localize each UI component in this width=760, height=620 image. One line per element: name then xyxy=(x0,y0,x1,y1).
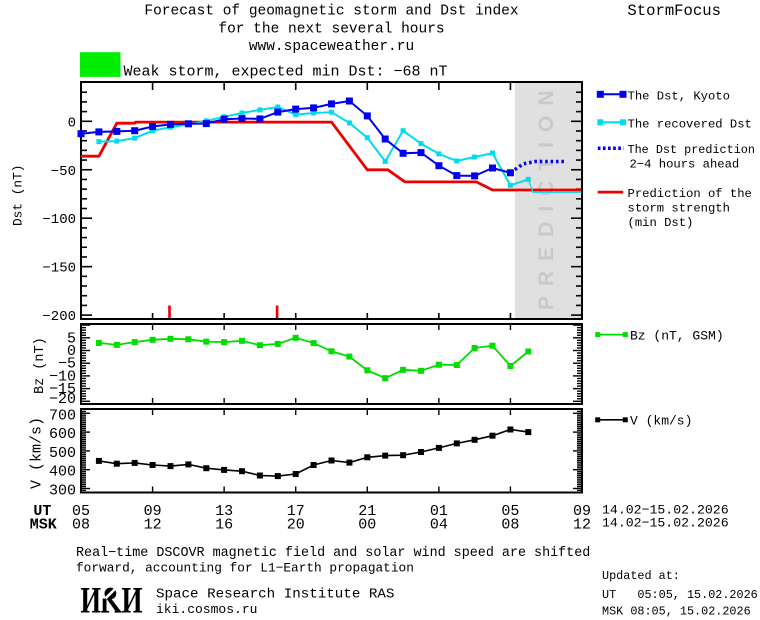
svg-text:14.02−15.02.2026: 14.02−15.02.2026 xyxy=(602,516,729,531)
svg-text:Bz (nT): Bz (nT) xyxy=(33,337,48,394)
svg-text:И: И xyxy=(122,580,143,620)
svg-text:−150: −150 xyxy=(42,261,76,277)
svg-text:600: 600 xyxy=(49,426,76,443)
svg-text:500: 500 xyxy=(49,445,76,462)
svg-text:Updated at:: Updated at: xyxy=(602,569,680,583)
svg-text:UT 05:05, 15.02.2026: UT 05:05, 15.02.2026 xyxy=(602,588,758,602)
svg-text:12: 12 xyxy=(573,517,591,534)
svg-text:И: И xyxy=(81,580,102,620)
svg-text:−50: −50 xyxy=(51,164,76,180)
svg-text:16: 16 xyxy=(215,517,233,534)
svg-text:MSK: MSK xyxy=(30,517,57,534)
svg-text:12: 12 xyxy=(144,517,162,534)
svg-text:Dst (nT): Dst (nT) xyxy=(11,165,26,226)
svg-text:(min Dst): (min Dst) xyxy=(628,216,694,230)
svg-text:13: 13 xyxy=(215,503,233,520)
svg-text:−100: −100 xyxy=(42,212,76,228)
svg-text:Weak storm, expected min Dst:: Weak storm, expected min Dst: −68 nT xyxy=(124,64,448,81)
svg-text:700: 700 xyxy=(49,407,76,424)
svg-text:5: 5 xyxy=(67,330,76,347)
svg-text:storm strength: storm strength xyxy=(628,202,730,216)
svg-text:300: 300 xyxy=(49,483,76,500)
svg-text:0: 0 xyxy=(67,343,76,360)
svg-text:00: 00 xyxy=(358,517,376,534)
svg-text:forward, accounting for L1−Ear: forward, accounting for L1−Earth propaga… xyxy=(76,561,414,576)
svg-text:−15: −15 xyxy=(49,381,76,398)
svg-text:05: 05 xyxy=(72,503,90,520)
svg-text:01: 01 xyxy=(430,503,448,520)
svg-text:Forecast of geomagnetic storm: Forecast of geomagnetic storm and Dst in… xyxy=(144,4,518,20)
svg-text:Prediction of the: Prediction of the xyxy=(628,187,752,201)
svg-text:−10: −10 xyxy=(49,368,76,385)
svg-text:20: 20 xyxy=(287,517,305,534)
svg-text:09: 09 xyxy=(144,503,162,520)
svg-text:MSK 08:05, 15.02.2026: MSK 08:05, 15.02.2026 xyxy=(602,605,751,619)
svg-text:−200: −200 xyxy=(42,309,76,325)
svg-text:09: 09 xyxy=(573,503,591,520)
svg-text:17: 17 xyxy=(287,503,305,520)
svg-text:V (km/s): V (km/s) xyxy=(29,417,46,489)
svg-text:0: 0 xyxy=(68,115,76,131)
svg-text:for the next several hours: for the next several hours xyxy=(218,22,444,38)
svg-text:08: 08 xyxy=(501,517,519,534)
svg-text:PREDICTION: PREDICTION xyxy=(535,80,558,310)
svg-text:2−4 hours ahead: 2−4 hours ahead xyxy=(630,158,740,172)
svg-text:21: 21 xyxy=(358,503,376,520)
svg-text:Space Research Institute RAS: Space Research Institute RAS xyxy=(156,587,394,603)
svg-text:14.02−15.02.2026: 14.02−15.02.2026 xyxy=(602,503,729,518)
svg-text:UT: UT xyxy=(33,503,51,520)
svg-text:Real−time DSCOVR magnetic fiel: Real−time DSCOVR magnetic field and sola… xyxy=(76,546,590,561)
svg-text:iki.cosmos.ru: iki.cosmos.ru xyxy=(156,602,257,617)
svg-text:04: 04 xyxy=(430,517,448,534)
svg-text:08: 08 xyxy=(72,517,90,534)
svg-text:The recovered Dst: The recovered Dst xyxy=(628,117,752,131)
svg-text:V (km/s): V (km/s) xyxy=(630,414,692,429)
svg-text:Bz (nT, GSM): Bz (nT, GSM) xyxy=(630,329,724,344)
svg-text:−5: −5 xyxy=(58,356,76,373)
svg-text:StormFocus: StormFocus xyxy=(627,2,721,20)
svg-text:400: 400 xyxy=(49,464,76,481)
svg-text:The Dst prediction: The Dst prediction xyxy=(628,143,755,157)
svg-text:www.spaceweather.ru: www.spaceweather.ru xyxy=(249,39,414,55)
svg-text:05: 05 xyxy=(501,503,519,520)
svg-text:−20: −20 xyxy=(49,391,76,408)
svg-text:The Dst, Kyoto: The Dst, Kyoto xyxy=(628,89,730,103)
